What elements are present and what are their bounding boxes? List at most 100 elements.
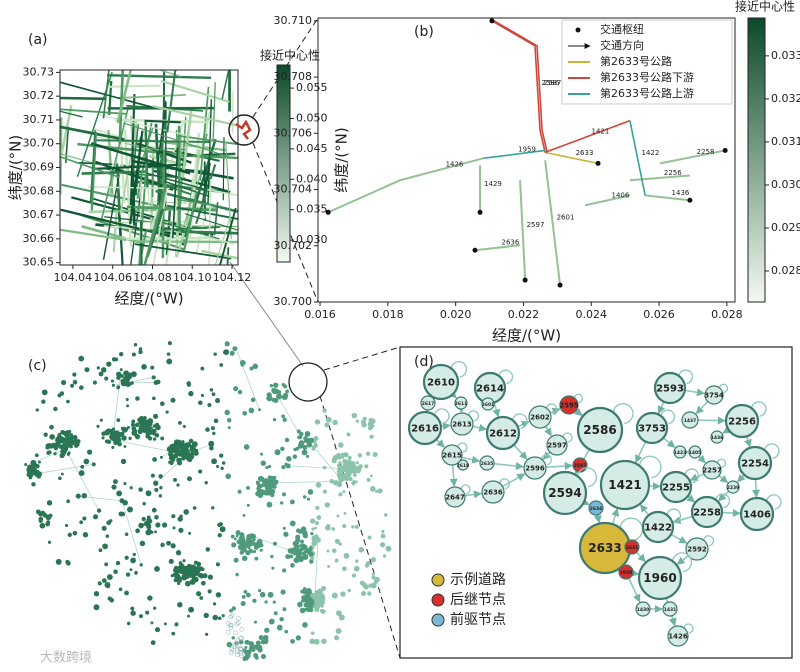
network-node bbox=[155, 379, 161, 385]
network-node bbox=[91, 462, 96, 467]
network-node bbox=[168, 460, 172, 465]
hub bbox=[722, 147, 728, 153]
network-node bbox=[231, 648, 236, 653]
network-node bbox=[37, 472, 41, 475]
network-node bbox=[119, 368, 123, 372]
network-node bbox=[276, 393, 283, 400]
network-edge bbox=[33, 448, 66, 464]
network-node bbox=[93, 591, 100, 597]
network-node bbox=[279, 617, 284, 622]
network-node bbox=[236, 615, 241, 621]
legend-label: 示例道路 bbox=[450, 572, 506, 588]
x-axis-label: 经度/(°W) bbox=[492, 327, 561, 345]
graph-node-label: 1437 bbox=[684, 418, 697, 424]
road bbox=[327, 157, 484, 214]
network-node bbox=[124, 555, 129, 560]
map-road bbox=[152, 105, 238, 127]
graph-edge bbox=[721, 509, 741, 518]
graph-node-label: 1959 bbox=[620, 570, 633, 576]
network-node bbox=[160, 455, 163, 459]
network-node bbox=[310, 556, 315, 561]
self-loop bbox=[573, 393, 584, 403]
graph-node bbox=[588, 500, 604, 516]
network-node bbox=[244, 541, 249, 545]
hub bbox=[557, 282, 563, 288]
graph-edge bbox=[542, 451, 552, 460]
network-node bbox=[153, 413, 159, 419]
network-node bbox=[238, 639, 244, 645]
network-node bbox=[351, 573, 357, 578]
network-node bbox=[168, 558, 174, 565]
network-node bbox=[231, 542, 237, 548]
network-node bbox=[239, 636, 244, 641]
network-node bbox=[289, 520, 296, 527]
network-node bbox=[195, 561, 199, 565]
network-node bbox=[69, 433, 73, 437]
network-node bbox=[35, 463, 40, 469]
network-node bbox=[285, 554, 291, 560]
network-node bbox=[219, 363, 224, 367]
network-node bbox=[300, 526, 307, 532]
colorbar-tick-label: 0.029 bbox=[771, 221, 800, 234]
network-node bbox=[183, 573, 190, 580]
graph-node bbox=[420, 395, 436, 411]
network-node bbox=[235, 534, 239, 538]
map-road bbox=[225, 141, 232, 239]
network-node bbox=[282, 417, 287, 422]
graph-view: 2610 2614 2617 2611 2601 2616 2613 2612 2602 2595… bbox=[407, 361, 782, 647]
network-node bbox=[231, 606, 236, 611]
network-node bbox=[154, 530, 157, 534]
network-node bbox=[65, 523, 69, 528]
graph-edge bbox=[718, 474, 729, 484]
network-node bbox=[301, 607, 306, 612]
overlay: 104.04 104.06 104.08 104.10 104.12 30.65 30.66… bbox=[7, 0, 800, 666]
network-node bbox=[244, 645, 248, 649]
road bbox=[645, 194, 691, 202]
network-node bbox=[241, 547, 247, 553]
network-node bbox=[322, 489, 327, 494]
y-tick-label: 30.710 bbox=[274, 14, 313, 27]
network-node bbox=[245, 550, 251, 556]
graph-node bbox=[637, 555, 683, 601]
network-node bbox=[134, 422, 140, 428]
network-node bbox=[172, 526, 176, 530]
graph-edge bbox=[449, 464, 458, 487]
road bbox=[629, 120, 646, 196]
map-road bbox=[147, 172, 208, 191]
network-node bbox=[232, 346, 238, 352]
network-node bbox=[147, 595, 153, 601]
graph-node bbox=[702, 460, 722, 480]
network-node bbox=[369, 485, 376, 492]
network-node bbox=[182, 454, 188, 460]
network-node bbox=[342, 523, 347, 529]
road-label: 1429 bbox=[484, 180, 502, 188]
network-node bbox=[283, 531, 289, 537]
network-node bbox=[281, 383, 286, 387]
map-road bbox=[116, 70, 133, 124]
network-node bbox=[121, 426, 128, 433]
map-road bbox=[163, 180, 210, 198]
network-node bbox=[110, 379, 115, 383]
self-loop bbox=[467, 410, 480, 422]
network-node bbox=[314, 590, 319, 595]
road-label: 2587 bbox=[544, 79, 562, 87]
network-node bbox=[106, 574, 113, 580]
graph-node bbox=[542, 470, 588, 516]
network-node bbox=[353, 565, 360, 572]
network-node bbox=[217, 616, 222, 621]
graph-node bbox=[662, 601, 678, 617]
network-node bbox=[141, 516, 146, 522]
network-node bbox=[177, 601, 183, 608]
y-tick-label: 30.71 bbox=[23, 113, 55, 126]
network-node bbox=[181, 443, 186, 448]
network-node bbox=[240, 363, 245, 367]
network-node bbox=[285, 463, 291, 469]
graph-node-label: 1421 bbox=[608, 478, 641, 492]
network-node bbox=[188, 455, 193, 460]
road bbox=[544, 119, 631, 154]
network-node bbox=[259, 543, 264, 548]
network-node bbox=[40, 510, 46, 516]
network-node bbox=[314, 419, 321, 425]
plot-frame bbox=[317, 17, 736, 303]
network-node bbox=[105, 534, 110, 538]
